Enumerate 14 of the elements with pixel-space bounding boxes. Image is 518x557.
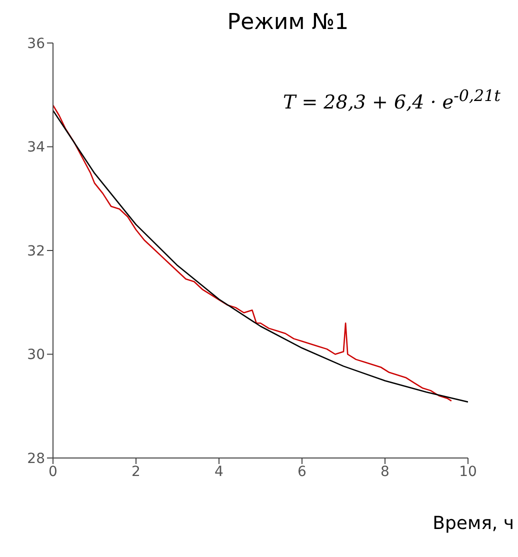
y-tick-label: 36 bbox=[27, 36, 46, 52]
x-tick-label: 4 bbox=[214, 464, 224, 480]
x-tick-label: 10 bbox=[459, 464, 477, 480]
y-tick-label: 32 bbox=[27, 243, 45, 260]
chart-title: Режим №1 bbox=[226, 10, 350, 35]
y-tick-label: 34 bbox=[27, 140, 46, 156]
annotation: T = 28,3 + 6,4 · e$^{-0,21t}$ bbox=[283, 86, 501, 114]
x-tick-label: 8 bbox=[380, 464, 390, 480]
x-tick-label: 6 bbox=[298, 464, 307, 480]
x-tick-label: 0 bbox=[48, 464, 58, 480]
y-tick-label: 28 bbox=[27, 450, 45, 467]
y-tick-label: 30 bbox=[27, 347, 45, 364]
x-axis-title: Время, ч bbox=[432, 513, 514, 534]
x-tick-label: 2 bbox=[132, 464, 140, 480]
